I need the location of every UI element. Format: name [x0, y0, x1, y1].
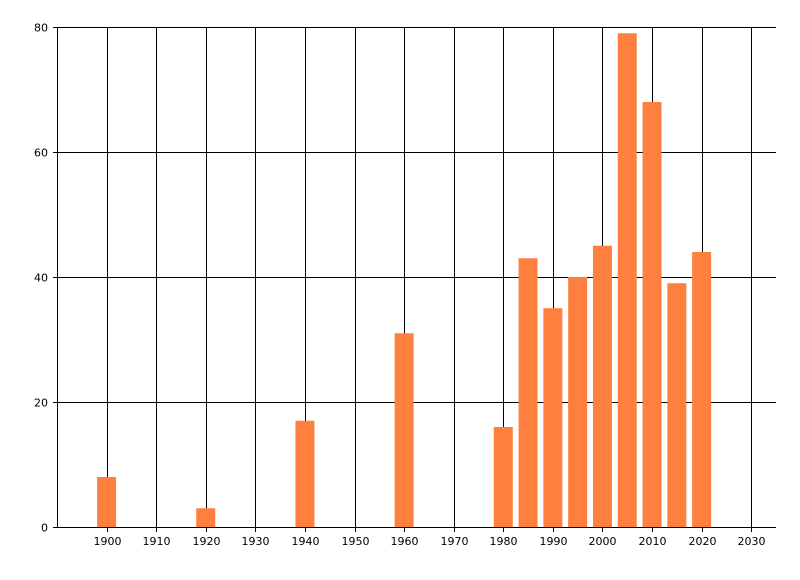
x-tick-label: 1900 — [94, 535, 122, 548]
bar-1960 — [394, 333, 414, 527]
axis-layer — [53, 27, 776, 532]
y-tick-label: 20 — [34, 397, 48, 410]
y-tick-label: 80 — [34, 22, 48, 35]
bar-2020 — [692, 252, 712, 527]
bar-2010 — [642, 102, 662, 527]
bar-1995 — [568, 277, 588, 527]
bar-2000 — [592, 245, 612, 527]
x-tick-label: 1940 — [292, 535, 320, 548]
bar-1920 — [196, 508, 216, 527]
x-tick-label: 2020 — [689, 535, 717, 548]
x-tick-label: 1910 — [143, 535, 171, 548]
x-tick-label: 1970 — [441, 535, 469, 548]
bar-1985 — [518, 258, 538, 527]
bar-1940 — [295, 420, 315, 527]
bar-2005 — [617, 33, 637, 527]
y-tick-label: 60 — [34, 147, 48, 160]
x-tick-label: 2030 — [738, 535, 766, 548]
x-tick-label: 1930 — [242, 535, 270, 548]
y-tick-label: 0 — [41, 522, 48, 535]
bar-1990 — [543, 308, 563, 527]
bar-layer — [97, 33, 712, 527]
y-tick-label: 40 — [34, 272, 48, 285]
x-tick-label: 1980 — [490, 535, 518, 548]
x-tick-label: 2010 — [639, 535, 667, 548]
bar-2015 — [667, 283, 687, 527]
x-tick-label: 1960 — [391, 535, 419, 548]
x-tick-label: 1920 — [193, 535, 221, 548]
bar-1900 — [97, 477, 117, 527]
x-tick-label: 2000 — [589, 535, 617, 548]
x-tick-label: 1950 — [342, 535, 370, 548]
bar-1980 — [493, 427, 513, 527]
tick-label-layer: 0 20 40 60 80 1900 1910 1920 1930 1940 1950 1960 197… — [34, 22, 766, 549]
x-tick-label: 1990 — [540, 535, 568, 548]
